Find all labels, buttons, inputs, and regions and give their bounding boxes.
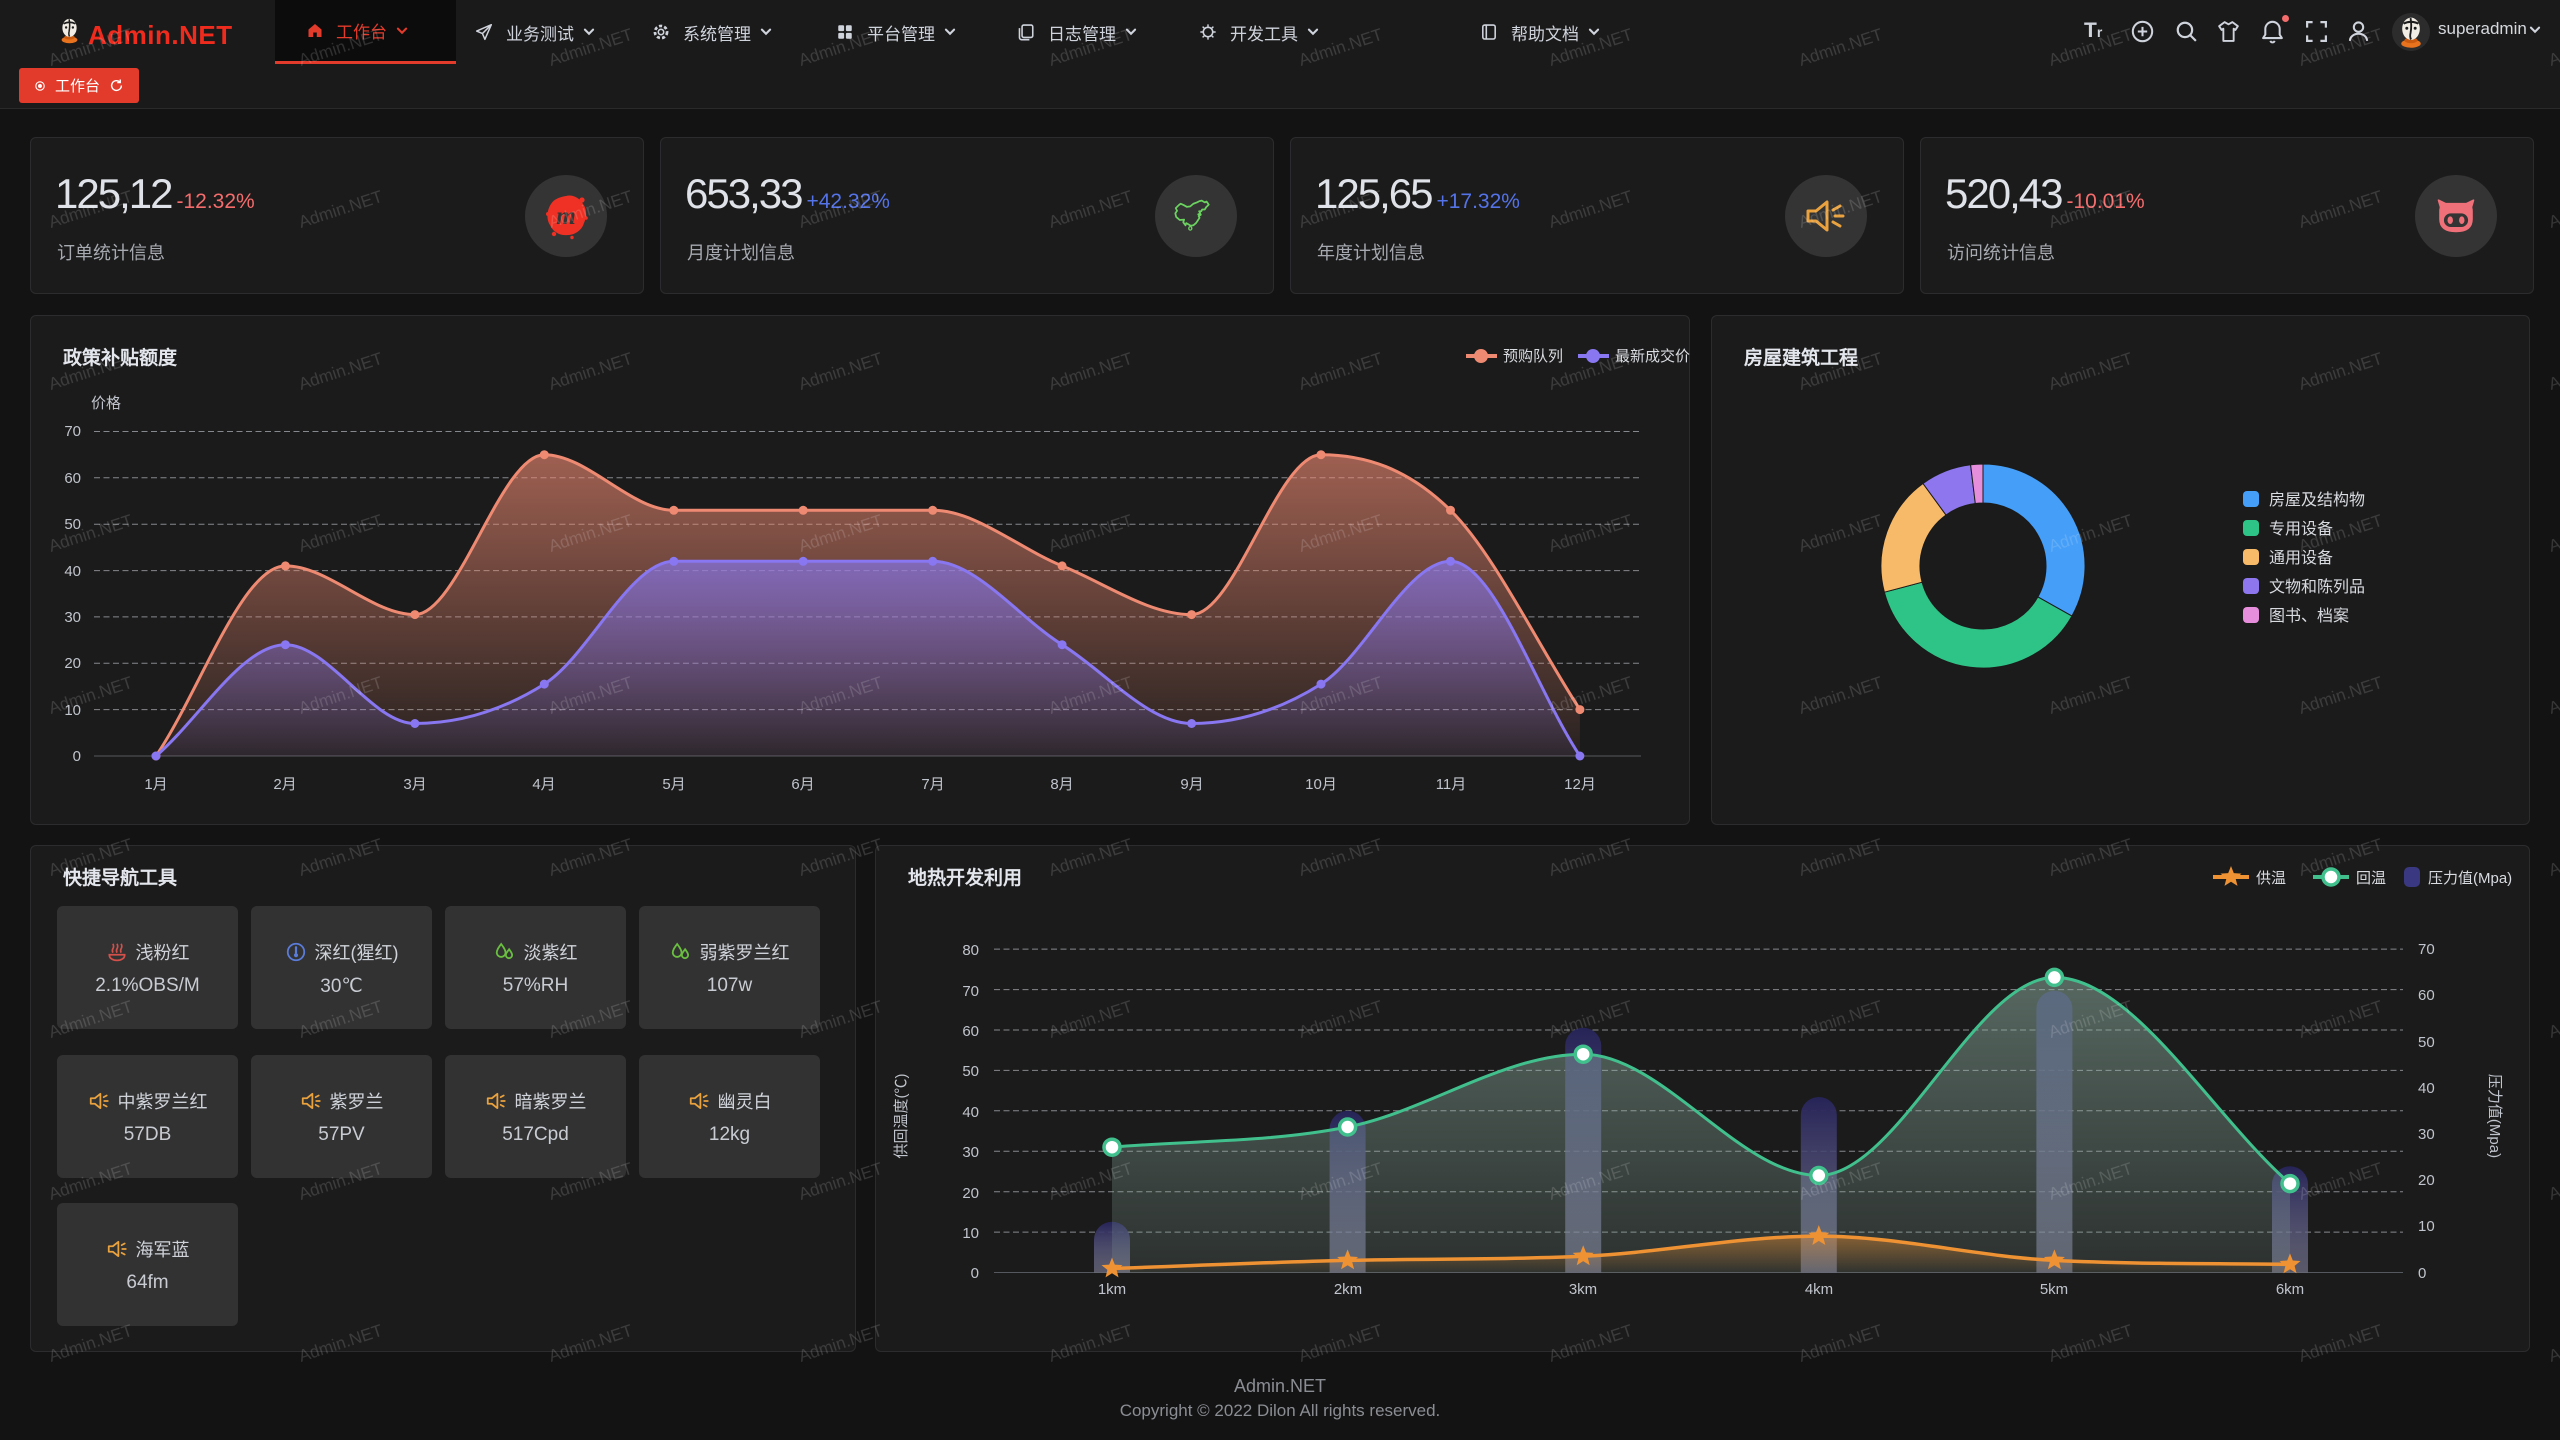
svg-text:回温: 回温 — [2356, 870, 2386, 887]
svg-text:40: 40 — [2418, 1080, 2435, 1097]
svg-text:10: 10 — [962, 1225, 979, 1242]
svg-text:50: 50 — [64, 516, 81, 533]
svg-text:6月: 6月 — [791, 776, 814, 793]
svg-text:Admin.NET: Admin.NET — [2546, 835, 2560, 880]
svg-text:Admin.NET: Admin.NET — [2546, 997, 2560, 1042]
svg-text:1km: 1km — [1098, 1281, 1126, 1298]
svg-text:40: 40 — [64, 563, 81, 580]
svg-text:20: 20 — [64, 655, 81, 672]
svg-text:5月: 5月 — [662, 776, 685, 793]
svg-text:12月: 12月 — [1564, 776, 1596, 793]
svg-text:7月: 7月 — [921, 776, 944, 793]
svg-text:m: m — [556, 203, 575, 230]
svg-text:80: 80 — [962, 942, 979, 959]
svg-text:4km: 4km — [1805, 1281, 1833, 1298]
svg-text:0: 0 — [73, 748, 81, 765]
svg-text:70: 70 — [2418, 941, 2435, 958]
svg-text:Admin.NET: Admin.NET — [2546, 187, 2560, 232]
svg-text:供温: 供温 — [2256, 870, 2286, 887]
svg-text:Admin.NET: Admin.NET — [2546, 673, 2560, 718]
svg-text:通用设备: 通用设备 — [2269, 549, 2333, 567]
svg-text:50: 50 — [2418, 1034, 2435, 1051]
svg-text:Admin.NET: Admin.NET — [2546, 1321, 2560, 1366]
svg-text:5km: 5km — [2040, 1281, 2068, 1298]
svg-text:3月: 3月 — [403, 776, 426, 793]
svg-text:30: 30 — [2418, 1126, 2435, 1143]
svg-text:专用设备: 专用设备 — [2269, 520, 2333, 538]
svg-text:预购队列: 预购队列 — [1503, 348, 1563, 365]
svg-text:10: 10 — [64, 702, 81, 719]
svg-text:11月: 11月 — [1436, 776, 1467, 793]
svg-text:30: 30 — [962, 1144, 979, 1161]
svg-text:4月: 4月 — [532, 776, 555, 793]
svg-text:50: 50 — [962, 1063, 979, 1080]
svg-text:3km: 3km — [1569, 1281, 1597, 1298]
svg-text:60: 60 — [64, 470, 81, 487]
svg-text:压力值(Mpa): 压力值(Mpa) — [2486, 1074, 2503, 1158]
svg-text:6km: 6km — [2276, 1281, 2304, 1298]
svg-text:Admin.NET: Admin.NET — [2546, 1159, 2560, 1204]
svg-text:10: 10 — [2418, 1218, 2435, 1235]
svg-text:压力值(Mpa): 压力值(Mpa) — [2428, 870, 2512, 887]
svg-text:文物和陈列品: 文物和陈列品 — [2269, 578, 2365, 596]
svg-text:0: 0 — [2418, 1265, 2426, 1282]
svg-text:1月: 1月 — [144, 776, 167, 793]
svg-text:Admin.NET: Admin.NET — [2546, 349, 2560, 394]
svg-text:60: 60 — [962, 1023, 979, 1040]
svg-text:最新成交价: 最新成交价 — [1615, 347, 1690, 365]
svg-text:价格: 价格 — [91, 395, 121, 412]
svg-text:供回温度(℃): 供回温度(℃) — [893, 1074, 910, 1159]
svg-text:60: 60 — [2418, 987, 2435, 1004]
svg-text:20: 20 — [962, 1185, 979, 1202]
svg-text:40: 40 — [962, 1104, 979, 1121]
svg-text:Admin.NET: Admin.NET — [2546, 511, 2560, 556]
svg-text:70: 70 — [962, 983, 979, 1000]
svg-text:房屋及结构物: 房屋及结构物 — [2269, 491, 2365, 509]
svg-text:20: 20 — [2418, 1172, 2435, 1189]
svg-text:30: 30 — [64, 609, 81, 626]
svg-text:10月: 10月 — [1305, 776, 1337, 793]
svg-text:0: 0 — [971, 1265, 979, 1282]
svg-text:图书、档案: 图书、档案 — [2269, 607, 2349, 625]
svg-text:2km: 2km — [1334, 1281, 1362, 1298]
svg-text:70: 70 — [64, 423, 81, 440]
svg-text:9月: 9月 — [1180, 776, 1203, 793]
svg-text:8月: 8月 — [1050, 776, 1073, 793]
svg-text:2月: 2月 — [273, 776, 296, 793]
